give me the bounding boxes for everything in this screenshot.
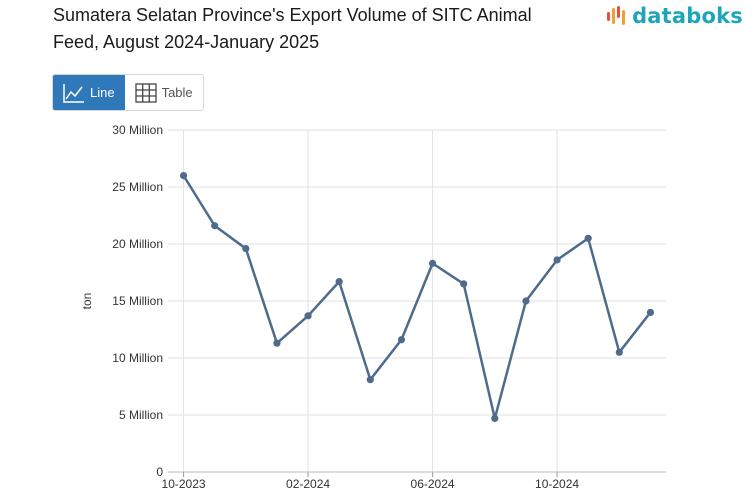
view-toggle: Line Table — [52, 74, 204, 111]
data-point — [491, 414, 499, 423]
x-axis: 10-2023 02-2024 06-2024 10-2024 — [162, 471, 666, 491]
x-tick-label: 10-2023 — [162, 477, 206, 491]
data-point — [584, 234, 592, 242]
data-point — [179, 172, 188, 180]
data-point — [428, 259, 437, 267]
y-tick-label: 15 Million — [112, 294, 163, 308]
data-point — [646, 308, 655, 316]
data-point — [615, 348, 623, 356]
x-tick-label: 06-2024 — [411, 477, 455, 491]
y-tick-label: 20 Million — [112, 237, 163, 251]
table-view-button[interactable]: Table — [124, 75, 203, 110]
y-axis: 0 5 Million 10 Million 15 Million 20 Million… — [80, 123, 163, 479]
series-line — [182, 174, 652, 420]
line-chart-icon — [63, 83, 84, 103]
x-tick-label: 10-2024 — [535, 477, 579, 491]
data-point — [397, 336, 406, 344]
data-point — [242, 244, 250, 253]
y-axis-title: ton — [80, 293, 94, 310]
line-view-button[interactable]: Line — [53, 75, 125, 110]
chart-title: Sumatera Selatan Province's Export Volum… — [53, 5, 532, 52]
y-tick-label: 0 — [156, 465, 163, 479]
chart-series — [179, 172, 655, 423]
y-tick-label: 25 Million — [112, 180, 163, 194]
table-view-label: Table — [161, 85, 193, 100]
data-point — [304, 312, 312, 320]
databoks-logo-text: databoks — [632, 4, 743, 28]
chart-gridlines — [168, 129, 666, 473]
data-point — [211, 222, 219, 230]
x-tick-label: 02-2024 — [286, 477, 330, 491]
y-tick-label: 30 Million — [112, 123, 163, 137]
databoks-logo-icon — [607, 6, 626, 25]
data-point — [366, 376, 374, 384]
table-grid-icon — [134, 82, 157, 103]
data-point — [335, 278, 343, 286]
data-point — [460, 280, 468, 288]
data-point — [522, 297, 530, 305]
databoks-logo[interactable]: databoks — [606, 4, 743, 28]
data-point — [553, 256, 561, 264]
data-point — [273, 339, 281, 347]
line-view-label: Line — [90, 85, 115, 100]
y-tick-label: 10 Million — [112, 351, 163, 365]
y-tick-label: 5 Million — [119, 408, 163, 422]
